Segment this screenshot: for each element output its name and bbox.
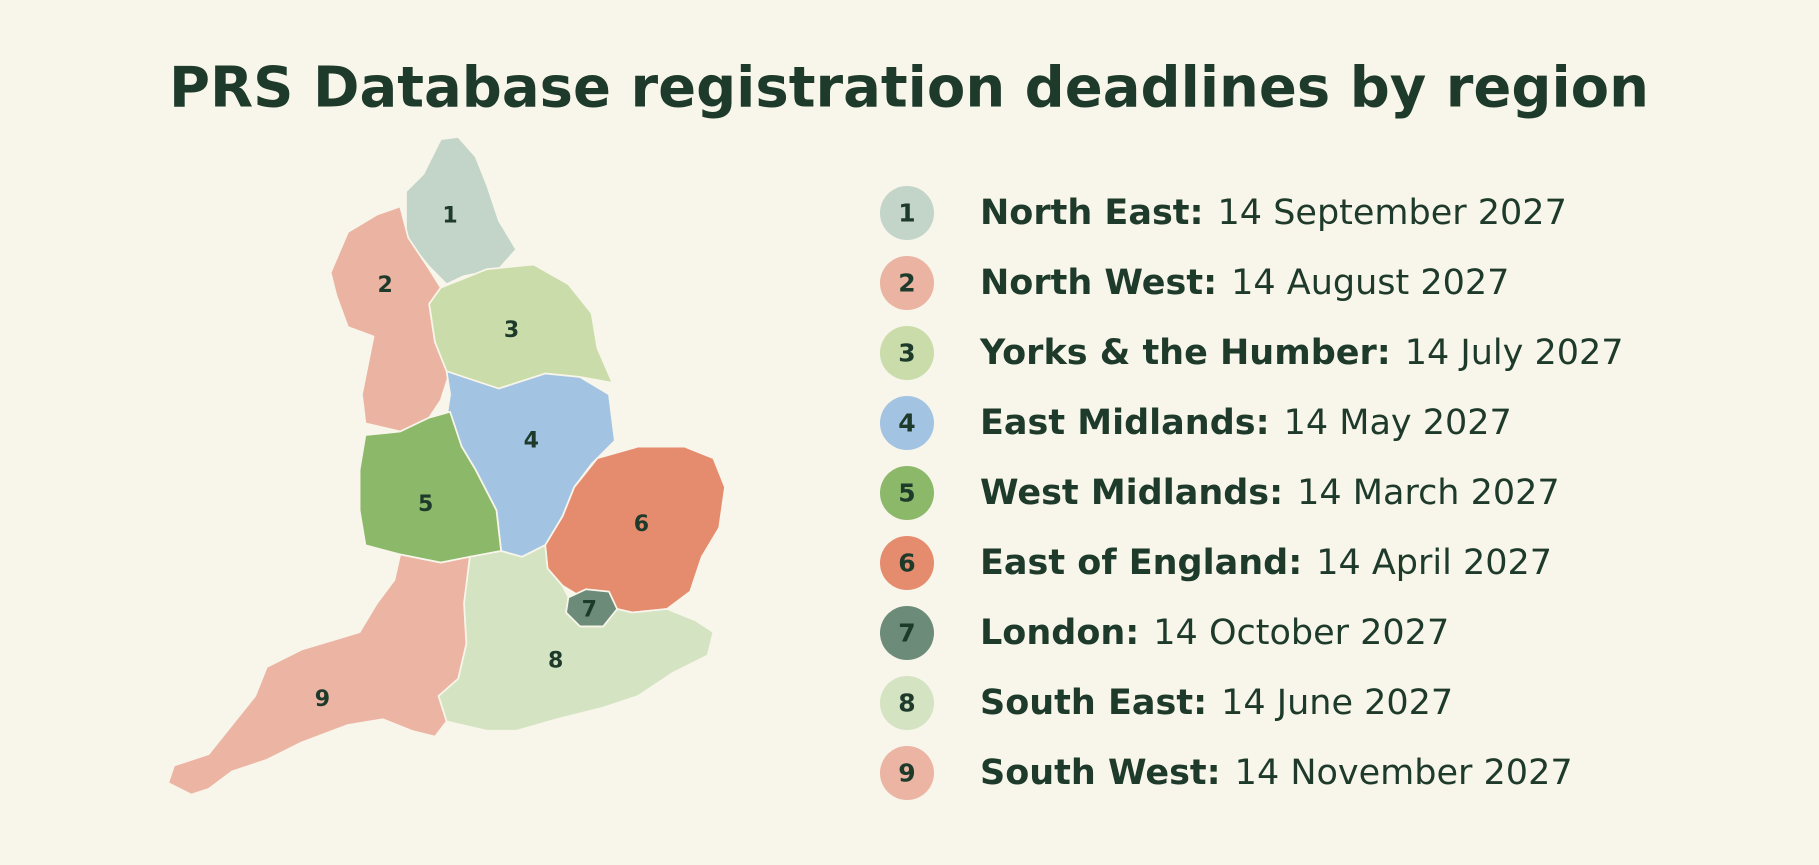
- region-shape: [167, 553, 471, 796]
- legend-number: 9: [898, 759, 915, 788]
- region-deadline: 14 August 2027: [1231, 263, 1509, 303]
- region-deadline: 14 October 2027: [1153, 613, 1449, 653]
- map-label: 5: [418, 492, 433, 517]
- region-name: North West:: [980, 263, 1217, 303]
- legend-badge: [880, 326, 934, 380]
- legend-entry: South East: 14 June 2027: [980, 683, 1453, 723]
- region-deadline: 14 May 2027: [1284, 403, 1512, 443]
- legend-entry: London: 14 October 2027: [980, 613, 1449, 653]
- region-name: East of England:: [980, 543, 1302, 583]
- region-deadline: 14 November 2027: [1235, 753, 1573, 793]
- legend-badge: [880, 606, 934, 660]
- map-label: 4: [524, 428, 539, 453]
- region-name: North East:: [980, 193, 1204, 233]
- map-label: 6: [634, 512, 649, 537]
- legend-badge: [880, 186, 934, 240]
- legend-entry: South West: 14 November 2027: [980, 753, 1573, 793]
- legend-entry: West Midlands: 14 March 2027: [980, 473, 1560, 513]
- legend-number: 1: [898, 199, 915, 228]
- map-label: 3: [504, 318, 519, 343]
- legend-badge: [880, 396, 934, 450]
- legend-entry: Yorks & the Humber: 14 July 2027: [979, 333, 1624, 373]
- legend-badge: [880, 746, 934, 800]
- region-name: London:: [980, 613, 1139, 653]
- legend-number: 3: [898, 339, 915, 368]
- region-name: South East:: [980, 683, 1207, 723]
- region-deadline: 14 June 2027: [1221, 683, 1453, 723]
- legend-number: 8: [898, 689, 915, 718]
- legend-number: 7: [898, 619, 915, 648]
- map-label: 8: [548, 649, 563, 674]
- legend-badge: [880, 676, 934, 730]
- region-name: East Midlands:: [980, 403, 1270, 443]
- region-deadline: 14 April 2027: [1316, 543, 1552, 583]
- map-label: 1: [442, 203, 457, 228]
- map: 1 2 3 4 5 6 7 8 9: [167, 136, 726, 796]
- legend-number: 6: [898, 549, 915, 578]
- region-name: West Midlands:: [980, 473, 1283, 513]
- region-deadline: 14 July 2027: [1405, 333, 1624, 373]
- legend-badge: [880, 256, 934, 310]
- legend-number: 5: [898, 479, 915, 508]
- title: PRS Database registration deadlines by r…: [169, 56, 1649, 121]
- legend-entry: East of England: 14 April 2027: [980, 543, 1552, 583]
- legend-number: 2: [898, 269, 915, 298]
- map-label: 2: [377, 273, 392, 298]
- map-label: 7: [582, 598, 597, 623]
- region-name: South West:: [980, 753, 1221, 793]
- legend-badge: [880, 536, 934, 590]
- region-shape: [565, 588, 618, 628]
- legend-badge: [880, 466, 934, 520]
- legend-entry: North East: 14 September 2027: [980, 193, 1567, 233]
- legend-number: 4: [898, 409, 915, 438]
- legend-entry: North West: 14 August 2027: [980, 263, 1509, 303]
- region-deadline: 14 March 2027: [1297, 473, 1560, 513]
- region-deadline: 14 September 2027: [1218, 193, 1567, 233]
- legend-entry: East Midlands: 14 May 2027: [980, 403, 1512, 443]
- map-label: 9: [315, 687, 330, 712]
- region-name: Yorks & the Humber:: [979, 333, 1391, 373]
